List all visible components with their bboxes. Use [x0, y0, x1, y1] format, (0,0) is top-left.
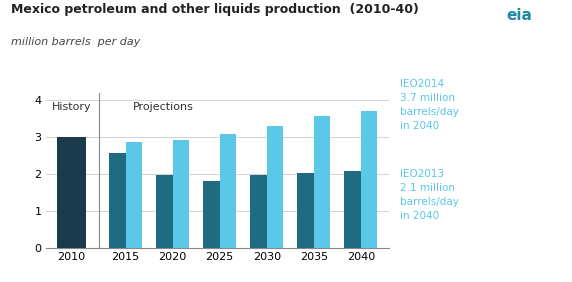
- Bar: [297, 173, 313, 248]
- Bar: [313, 116, 330, 248]
- Bar: [344, 171, 361, 248]
- Bar: [109, 153, 126, 248]
- Bar: [156, 175, 173, 248]
- Text: eia: eia: [506, 8, 532, 23]
- Text: IEO2014
3.7 million
barrels/day
in 2040: IEO2014 3.7 million barrels/day in 2040: [400, 79, 459, 131]
- Text: IEO2013
2.1 million
barrels/day
in 2040: IEO2013 2.1 million barrels/day in 2040: [400, 169, 459, 221]
- Bar: [220, 134, 236, 248]
- Bar: [126, 142, 142, 248]
- Text: History: History: [52, 102, 92, 112]
- Bar: [57, 137, 86, 248]
- Bar: [361, 111, 377, 248]
- Bar: [203, 181, 220, 248]
- Bar: [251, 175, 267, 248]
- Text: Projections: Projections: [133, 102, 194, 112]
- Text: million barrels  per day: million barrels per day: [11, 37, 141, 47]
- Bar: [173, 140, 189, 248]
- Text: Mexico petroleum and other liquids production  (2010-40): Mexico petroleum and other liquids produ…: [11, 3, 419, 16]
- Bar: [267, 126, 283, 248]
